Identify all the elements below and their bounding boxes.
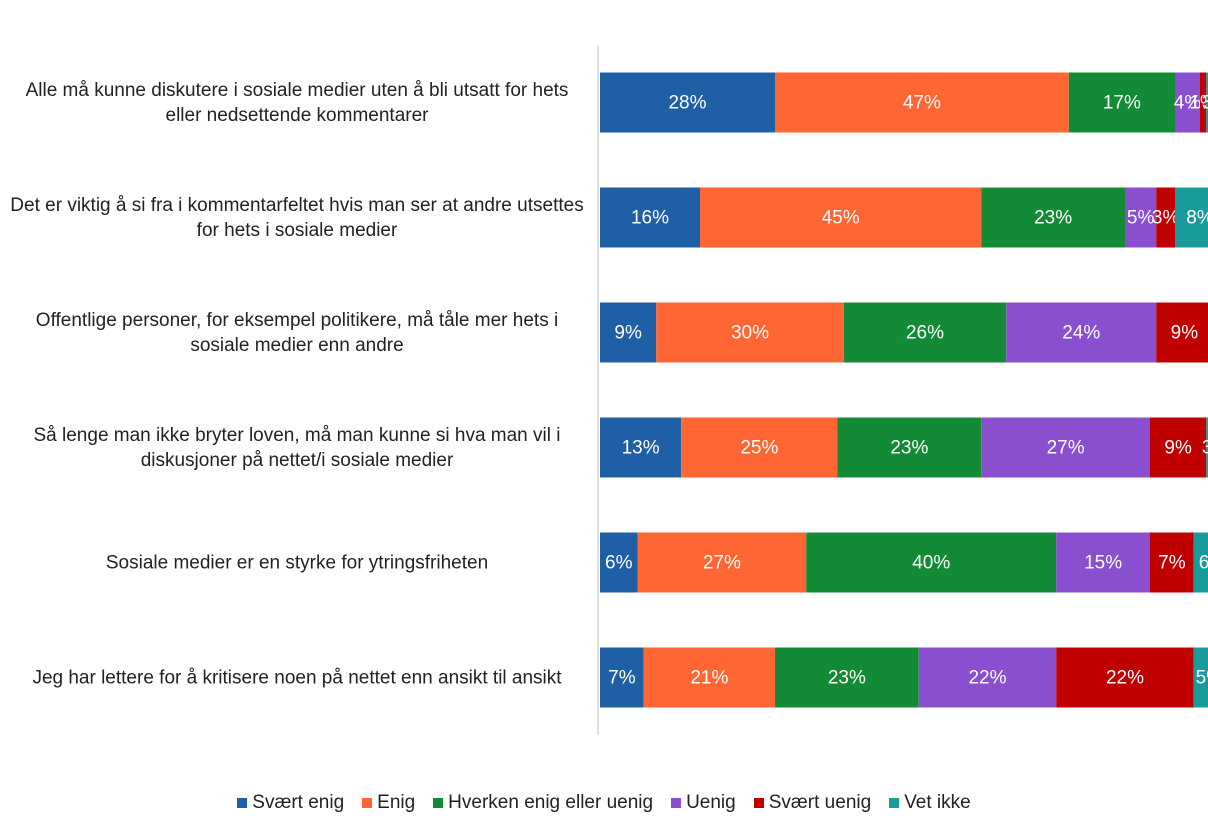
legend-swatch xyxy=(753,798,764,808)
legend-item: Uenig xyxy=(671,792,736,814)
legend-swatch xyxy=(889,798,900,808)
data-label: 7% xyxy=(1158,553,1186,574)
legend-label: Hverken enig eller uenig xyxy=(448,792,654,813)
bar-segment xyxy=(775,647,919,708)
data-label: 30% xyxy=(731,323,769,344)
bar-segment xyxy=(1125,187,1157,248)
legend-label: Uenig xyxy=(686,792,736,813)
bar-segment xyxy=(656,302,844,363)
bar-segment xyxy=(981,187,1125,248)
bar-segment xyxy=(600,187,700,248)
legend-swatch xyxy=(433,798,444,808)
data-label: 24% xyxy=(1062,323,1100,344)
data-label: 23% xyxy=(1034,208,1072,229)
bar-segment xyxy=(843,302,1007,363)
data-label: 8% xyxy=(1186,208,1208,229)
category-label: Alle må kunne diskutere i sosiale medier… xyxy=(25,79,569,126)
bar-segment xyxy=(981,417,1150,478)
bar-segment xyxy=(1056,647,1194,708)
bar-segment xyxy=(1156,302,1208,363)
data-label: 17% xyxy=(1103,93,1141,114)
legend-label: Svært uenig xyxy=(768,792,872,813)
data-label: 16% xyxy=(631,208,669,229)
data-label: 23% xyxy=(890,438,928,459)
bar-segment xyxy=(1193,532,1208,593)
data-label: 22% xyxy=(1106,668,1144,689)
legend-swatch xyxy=(362,798,373,808)
data-label: 6% xyxy=(605,553,633,574)
data-label: 21% xyxy=(690,668,728,689)
data-label: 13% xyxy=(622,438,660,459)
bar-segment xyxy=(918,647,1057,708)
data-label: 7% xyxy=(608,668,636,689)
category-label: Så lenge man ikke bryter loven, må man k… xyxy=(33,424,561,471)
legend-label: Vet ikke xyxy=(904,792,971,813)
legend-item: Hverken enig eller uenig xyxy=(433,792,653,814)
data-label: 40% xyxy=(912,553,950,574)
data-label: 23% xyxy=(828,668,866,689)
bar-segment xyxy=(700,187,982,248)
bar-segment xyxy=(1175,72,1200,133)
data-label: 3% xyxy=(1202,438,1208,459)
bar-segment xyxy=(1150,532,1194,593)
bar-segment xyxy=(1006,302,1157,363)
legend-swatch xyxy=(671,798,682,808)
data-label: 47% xyxy=(903,93,941,114)
category-label: Jeg har lettere for å kritisere noen på … xyxy=(32,667,562,688)
data-label: 9% xyxy=(1164,438,1192,459)
bar-segment xyxy=(775,72,1069,133)
data-label: 25% xyxy=(740,438,778,459)
data-label: 3% xyxy=(1152,208,1180,229)
data-label: 9% xyxy=(614,323,642,344)
legend-label: Svært enig xyxy=(252,792,345,813)
legend-item: Enig xyxy=(362,792,415,814)
data-label: 4% xyxy=(1174,93,1202,114)
bar-segment xyxy=(600,417,682,478)
bar-segment xyxy=(837,417,982,478)
bar-segment xyxy=(681,417,838,478)
bar-segment xyxy=(1206,417,1208,478)
data-label: 5% xyxy=(1127,208,1155,229)
bar-segment xyxy=(1056,532,1150,593)
bar-segment xyxy=(600,72,775,133)
data-label: 6% xyxy=(1199,553,1208,574)
bar-segment xyxy=(643,647,775,708)
bar-segment xyxy=(600,302,657,363)
data-label: 15% xyxy=(1084,553,1122,574)
data-label: 26% xyxy=(906,323,944,344)
legend-item: Vet ikke xyxy=(889,792,971,814)
data-label: 5% xyxy=(1196,668,1208,689)
bar-segment xyxy=(806,532,1057,593)
bar-segment xyxy=(1150,417,1207,478)
data-label: 28% xyxy=(668,93,706,114)
bar-segment xyxy=(1175,187,1208,248)
bar-segment xyxy=(637,532,807,593)
data-label: 9% xyxy=(1171,323,1199,344)
legend-swatch xyxy=(237,798,248,808)
data-label: 22% xyxy=(968,668,1006,689)
category-label: Sosiale medier er en styrke for ytringsf… xyxy=(105,552,489,573)
data-label: 45% xyxy=(822,208,860,229)
data-label: 27% xyxy=(1047,438,1085,459)
bar-segment xyxy=(1200,72,1207,133)
legend-item: Svært enig xyxy=(237,792,344,814)
bar-segment xyxy=(600,532,638,593)
bar-segment xyxy=(1193,647,1208,708)
data-label: 27% xyxy=(703,553,741,574)
bar-segment xyxy=(1156,187,1175,248)
legend: Svært enig Enig Hverken enig eller uenig Ue… xyxy=(0,792,1208,814)
bar-segment xyxy=(1206,72,1208,133)
data-label: 3% xyxy=(1202,93,1208,114)
legend-item: Svært uenig xyxy=(753,792,872,814)
category-label: Det er viktig å si fra i kommentarfeltet… xyxy=(10,194,584,241)
data-label: 1% xyxy=(1189,93,1208,114)
bar-segment xyxy=(600,647,644,708)
bar-segment xyxy=(1068,72,1175,133)
legend-label: Enig xyxy=(377,792,416,813)
category-label: Offentlige personer, for eksempel politi… xyxy=(35,309,559,356)
